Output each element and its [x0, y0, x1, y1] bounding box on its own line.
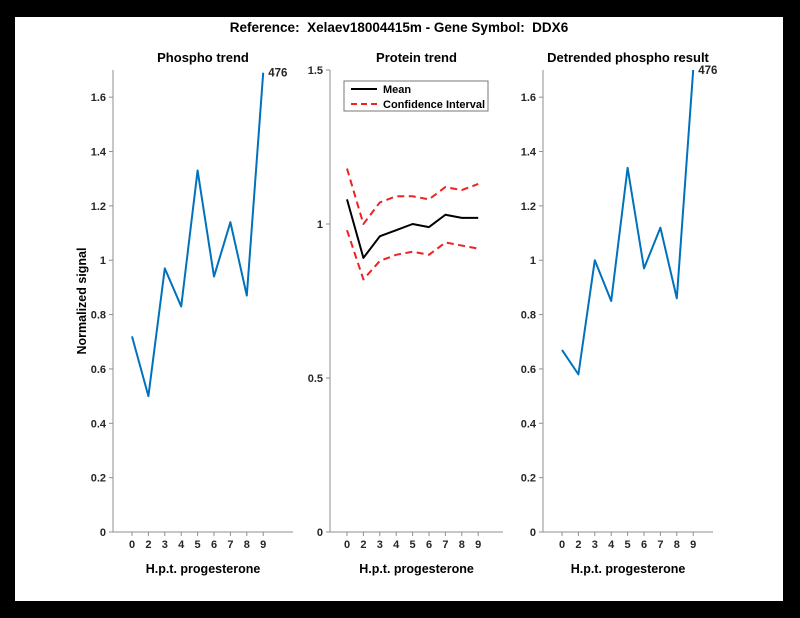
y-tick-label: 0.4: [521, 418, 537, 430]
x-tick-label: 3: [162, 539, 168, 551]
x-tick-label: 5: [410, 539, 416, 551]
y-tick-label: 1: [530, 255, 536, 267]
x-tick-label: 0: [559, 539, 565, 551]
x-tick-label: 4: [393, 539, 400, 551]
y-tick-label: 0.2: [91, 473, 106, 485]
x-tick-label: 3: [377, 539, 383, 551]
x-axis-label: H.p.t. progesterone: [146, 562, 261, 576]
x-tick-label: 7: [227, 539, 233, 551]
x-tick-label: 5: [625, 539, 631, 551]
panel-detrended-phospho-result: 00.20.40.60.811.21.41.60 2 3 4 5 6 7 8 9Detrende…: [521, 50, 718, 576]
y-tick-label: 0.6: [91, 364, 106, 376]
y-tick-label: 1.2: [91, 201, 106, 213]
x-tick-label: 4: [178, 539, 185, 551]
figure-title: Reference: Xelaev18004415m - Gene Symbol…: [229, 20, 569, 35]
series-detrended-phospho: [561, 69, 695, 376]
y-tick-label: 0.6: [521, 364, 536, 376]
panel-title: Phospho trend: [157, 50, 249, 65]
y-axis-label: Normalized signal: [75, 248, 89, 355]
x-tick-label: 9: [260, 539, 266, 551]
max-point-label: 476: [268, 68, 287, 80]
panel-title: Protein trend: [376, 50, 457, 65]
x-tick-label: 2: [360, 539, 366, 551]
y-tick-label: 0.2: [521, 473, 536, 485]
x-tick-label: 8: [674, 539, 680, 551]
y-tick-label: 0: [530, 527, 536, 539]
x-tick-label: 6: [641, 539, 647, 551]
legend: Mean Confidence Interval: [343, 80, 489, 112]
x-tick-label: 5: [195, 539, 201, 551]
y-tick-label: 0.4: [91, 418, 107, 430]
x-tick-label: 9: [690, 539, 696, 551]
y-tick-label: 1.5: [308, 65, 323, 77]
x-tick-label: 7: [657, 539, 663, 551]
legend-label: Confidence Interval: [383, 99, 485, 111]
series-ci-lower: [346, 229, 479, 281]
x-axis-label: H.p.t. progesterone: [571, 562, 686, 576]
y-tick-label: 1: [100, 255, 106, 267]
axis-lines: [329, 70, 503, 533]
x-tick-label: 6: [211, 539, 217, 551]
x-tick-label: 9: [475, 539, 481, 551]
x-tick-label: 4: [608, 539, 615, 551]
x-tick-label: 3: [592, 539, 598, 551]
axis-lines: [112, 70, 293, 533]
y-tick-label: 0.5: [308, 373, 323, 385]
x-tick-label: 7: [442, 539, 448, 551]
series-phospho-signal: [131, 72, 265, 398]
x-tick-label: 6: [426, 539, 432, 551]
y-tick-label: 1.2: [521, 201, 536, 213]
x-axis-label: H.p.t. progesterone: [359, 562, 474, 576]
x-tick-label: 0: [344, 539, 350, 551]
legend-label: Mean: [383, 84, 411, 96]
y-tick-label: 0.8: [521, 310, 536, 322]
y-tick-label: 0: [100, 527, 106, 539]
matlab-figure: Reference: Xelaev18004415m - Gene Symbol…: [15, 17, 783, 601]
series-ci-upper: [346, 168, 479, 225]
panel-title: Detrended phospho result: [547, 50, 709, 65]
legend-box: [343, 80, 489, 112]
series-mean: [346, 199, 479, 259]
x-tick-label: 8: [244, 539, 250, 551]
plots-canvas: 00.20.40.60.811.21.41.60 2 3 4 5 6 7 8 9Phospho …: [75, 50, 718, 576]
x-tick-label: 8: [459, 539, 465, 551]
max-point-label: 476: [698, 65, 717, 77]
y-tick-label: 0.8: [91, 310, 106, 322]
y-tick-label: 1.4: [521, 147, 537, 159]
y-tick-label: 1.6: [521, 92, 536, 104]
x-tick-label: 2: [145, 539, 151, 551]
y-tick-label: 1.4: [91, 147, 107, 159]
y-tick-label: 1.6: [91, 92, 106, 104]
y-tick-label: 0: [317, 527, 323, 539]
x-tick-label: 0: [129, 539, 135, 551]
x-tick-label: 2: [575, 539, 581, 551]
y-tick-label: 1: [317, 219, 323, 231]
panel-phospho-trend: 00.20.40.60.811.21.41.60 2 3 4 5 6 7 8 9Phospho …: [75, 50, 293, 576]
